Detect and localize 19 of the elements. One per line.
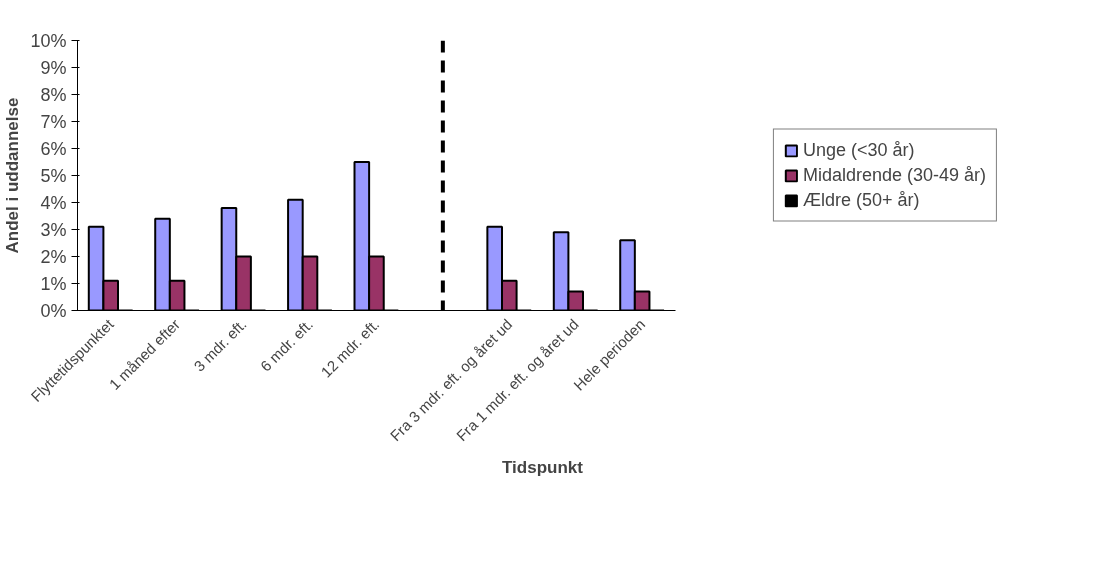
x-tick-label: 6 mdr. eft. (256, 315, 317, 375)
x-tick-label: 3 mdr. eft. (190, 315, 250, 375)
y-tick-label: 7% (40, 111, 67, 132)
y-tick-label: 0% (40, 300, 67, 321)
x-tick-label: 12 mdr. eft. (317, 315, 383, 381)
y-tick-label: 2% (40, 246, 67, 267)
y-tick-label: 8% (40, 84, 67, 105)
y-tick-label: 6% (40, 138, 67, 159)
legend-label: Midaldrende (30-49 år) (802, 164, 986, 186)
y-tick-label: 10% (30, 30, 67, 51)
legend-label: Unge (<30 år) (802, 139, 915, 161)
y-tick-label: 9% (40, 57, 67, 78)
y-tick-label: 4% (40, 192, 67, 213)
y-tick-label: 1% (40, 273, 67, 294)
y-tick-label: 5% (40, 165, 67, 186)
y-axis-title: Andel i uddannelse (3, 97, 23, 254)
legend-label: Ældre (50+ år) (802, 189, 920, 211)
x-axis-title: Tidspunkt (502, 458, 584, 478)
y-tick-label: 3% (40, 219, 67, 240)
